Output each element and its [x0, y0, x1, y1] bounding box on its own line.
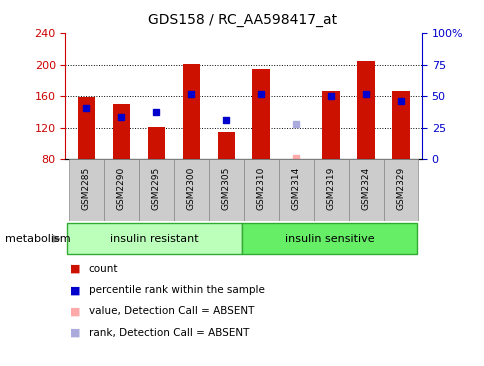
Text: GSM2300: GSM2300	[186, 167, 196, 210]
FancyBboxPatch shape	[383, 159, 418, 221]
Bar	[182, 64, 199, 159]
Text: count: count	[89, 264, 118, 274]
Bar	[112, 104, 130, 159]
Text: GDS158 / RC_AA598417_at: GDS158 / RC_AA598417_at	[148, 13, 336, 27]
FancyBboxPatch shape	[104, 159, 138, 221]
Text: GSM2295: GSM2295	[151, 167, 161, 210]
Bar	[357, 61, 374, 159]
Text: insulin sensitive: insulin sensitive	[284, 234, 373, 244]
Text: metabolism: metabolism	[5, 234, 70, 244]
Text: ■: ■	[70, 306, 81, 317]
FancyBboxPatch shape	[69, 159, 104, 221]
Bar	[252, 69, 270, 159]
Bar	[147, 127, 165, 159]
FancyBboxPatch shape	[348, 159, 383, 221]
FancyBboxPatch shape	[243, 159, 278, 221]
Text: GSM2314: GSM2314	[291, 167, 300, 210]
Text: rank, Detection Call = ABSENT: rank, Detection Call = ABSENT	[89, 328, 249, 338]
Text: GSM2329: GSM2329	[395, 167, 405, 210]
FancyBboxPatch shape	[313, 159, 348, 221]
Text: GSM2305: GSM2305	[221, 167, 230, 210]
Text: ■: ■	[70, 328, 81, 338]
Bar	[392, 92, 409, 159]
Text: GSM2290: GSM2290	[117, 167, 126, 210]
Bar	[77, 97, 95, 159]
Text: ■: ■	[70, 264, 81, 274]
FancyBboxPatch shape	[278, 159, 313, 221]
FancyBboxPatch shape	[208, 159, 243, 221]
Text: GSM2324: GSM2324	[361, 167, 370, 210]
Text: GSM2319: GSM2319	[326, 167, 335, 210]
Text: ■: ■	[70, 285, 81, 295]
Text: GSM2310: GSM2310	[256, 167, 265, 210]
FancyBboxPatch shape	[242, 223, 416, 254]
FancyBboxPatch shape	[173, 159, 208, 221]
FancyBboxPatch shape	[138, 159, 173, 221]
Bar	[322, 92, 339, 159]
FancyBboxPatch shape	[67, 223, 242, 254]
Text: GSM2285: GSM2285	[82, 167, 91, 210]
Bar	[217, 132, 234, 159]
Text: percentile rank within the sample: percentile rank within the sample	[89, 285, 264, 295]
Text: insulin resistant: insulin resistant	[110, 234, 198, 244]
Text: value, Detection Call = ABSENT: value, Detection Call = ABSENT	[89, 306, 254, 317]
